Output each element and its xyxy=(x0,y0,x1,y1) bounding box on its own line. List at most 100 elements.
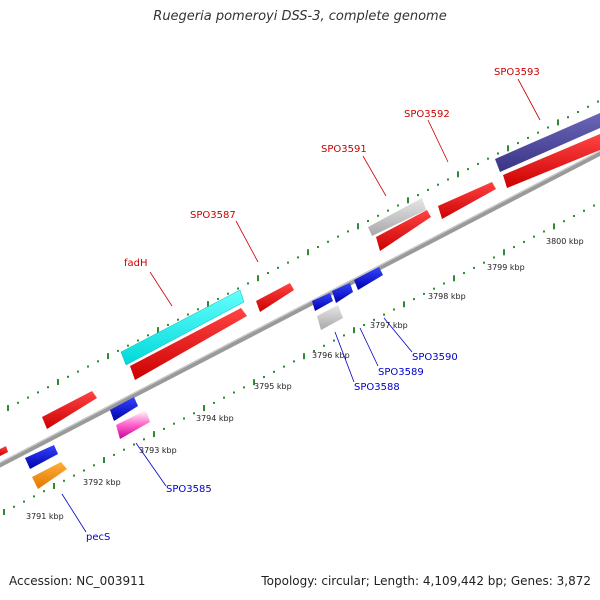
scale-tick-minor xyxy=(267,272,269,274)
scale-tick-minor xyxy=(513,246,515,249)
gene-pecS[interactable] xyxy=(32,462,67,489)
feature-navy[interactable] xyxy=(495,113,600,172)
scale-tick-major xyxy=(153,431,155,438)
scale-tick-major xyxy=(157,327,159,334)
scale-tick-minor xyxy=(443,282,445,285)
scale-tick-minor xyxy=(573,215,575,217)
scale-tick-minor xyxy=(373,318,375,321)
scale-tick-minor xyxy=(567,116,569,119)
gene-SPO3585[interactable] xyxy=(110,397,138,421)
scale-tick-minor xyxy=(593,204,595,207)
kbp-label-3795: 3795 kbp xyxy=(254,382,292,391)
gene-SPO3589[interactable] xyxy=(312,293,333,311)
gene-forward[interactable] xyxy=(256,283,294,312)
scale-tick-minor xyxy=(283,365,285,368)
scale-tick-major xyxy=(457,171,459,178)
scale-tick-minor xyxy=(463,272,465,275)
scale-tick-minor xyxy=(563,220,565,223)
genome-backbone xyxy=(0,150,600,468)
scale-tick-minor xyxy=(383,313,385,316)
scale-tick-major xyxy=(407,197,409,204)
scale-tick-minor xyxy=(597,100,599,103)
scale-tick-minor xyxy=(483,261,485,264)
gene-reverse[interactable] xyxy=(25,445,58,469)
gene-label-SPO3585[interactable]: SPO3585 xyxy=(166,484,212,495)
scale-tick-minor xyxy=(497,152,499,155)
scale-tick-minor xyxy=(173,422,175,425)
scale-tick-minor xyxy=(163,427,165,430)
scale-tick-major xyxy=(7,405,9,411)
gene-label-fadH[interactable]: fadH xyxy=(124,258,148,269)
gene-label-SPO3590[interactable]: SPO3590 xyxy=(412,352,458,363)
scale-tick-minor xyxy=(347,230,349,233)
leader-line xyxy=(359,327,379,367)
scale-tick-minor xyxy=(533,235,535,238)
kbp-label-3792: 3792 kbp xyxy=(83,478,121,487)
scale-tick-minor xyxy=(343,334,345,337)
scale-tick-minor xyxy=(447,178,449,181)
gene-SPO3588[interactable] xyxy=(317,305,343,330)
gene-forward[interactable] xyxy=(376,210,431,251)
scale-tick-major xyxy=(303,353,305,360)
scale-tick-minor xyxy=(183,417,185,420)
scale-tick-minor xyxy=(273,370,275,373)
scale-tick-major xyxy=(203,405,205,412)
scale-tick-minor xyxy=(297,256,299,259)
leader-line xyxy=(61,493,87,533)
scale-tick-minor xyxy=(477,162,479,165)
feature-cyan[interactable] xyxy=(120,289,245,366)
scale-tick-minor xyxy=(287,261,289,264)
scale-tick-minor xyxy=(537,131,539,134)
upper-scale-ticks xyxy=(7,100,599,411)
scale-tick-minor xyxy=(317,246,319,248)
scale-tick-minor xyxy=(187,313,189,316)
gene-label-SPO3591[interactable]: SPO3591 xyxy=(321,144,367,155)
gene-label-SPO3587[interactable]: SPO3587 xyxy=(190,210,236,221)
scale-tick-minor xyxy=(123,448,125,451)
scale-tick-major xyxy=(53,483,55,489)
scale-tick-major xyxy=(353,327,355,334)
scale-tick-minor xyxy=(423,292,425,295)
scale-tick-major xyxy=(3,509,5,515)
leader-line xyxy=(135,442,167,487)
gene-label-pecS[interactable]: pecS xyxy=(86,532,110,543)
scale-tick-major xyxy=(307,249,309,256)
scale-tick-minor xyxy=(587,105,589,108)
scale-tick-minor xyxy=(67,375,69,378)
gene-SPO3590[interactable] xyxy=(332,283,353,303)
scale-tick-minor xyxy=(77,370,79,373)
gene-forward[interactable] xyxy=(503,134,600,188)
scale-tick-minor xyxy=(237,287,239,290)
feature-grey[interactable] xyxy=(368,198,426,236)
gene-label-SPO3589[interactable]: SPO3589 xyxy=(378,367,424,378)
scale-tick-minor xyxy=(377,214,379,217)
scale-tick-minor xyxy=(93,464,95,467)
kbp-label-3793: 3793 kbp xyxy=(139,446,177,455)
leader-line xyxy=(362,155,387,197)
scale-tick-minor xyxy=(193,412,195,415)
scale-tick-minor xyxy=(127,344,129,347)
scale-tick-minor xyxy=(547,126,549,129)
gene-fadH[interactable] xyxy=(130,308,247,380)
scale-tick-minor xyxy=(87,365,89,368)
gene-forward[interactable] xyxy=(438,182,496,219)
scale-tick-minor xyxy=(313,350,315,352)
kbp-label-3800: 3800 kbp xyxy=(546,237,584,246)
scale-tick-minor xyxy=(277,266,279,269)
gene-forward[interactable] xyxy=(0,446,8,456)
gene-label-SPO3592[interactable]: SPO3592 xyxy=(404,109,450,120)
gene-reverse[interactable] xyxy=(354,267,383,290)
gene-label-SPO3588[interactable]: SPO3588 xyxy=(354,382,400,393)
scale-tick-minor xyxy=(543,230,545,233)
scale-tick-minor xyxy=(97,360,99,363)
scale-tick-major xyxy=(207,301,209,308)
leader-line xyxy=(334,331,355,383)
gene-SPO3585-b[interactable] xyxy=(116,410,150,439)
scale-tick-minor xyxy=(387,209,389,212)
scale-tick-minor xyxy=(177,318,179,321)
scale-tick-major xyxy=(453,275,455,282)
scale-tick-minor xyxy=(47,386,49,389)
gene-forward[interactable] xyxy=(42,391,97,429)
gene-label-SPO3593[interactable]: SPO3593 xyxy=(494,67,540,78)
scale-tick-minor xyxy=(197,308,199,311)
